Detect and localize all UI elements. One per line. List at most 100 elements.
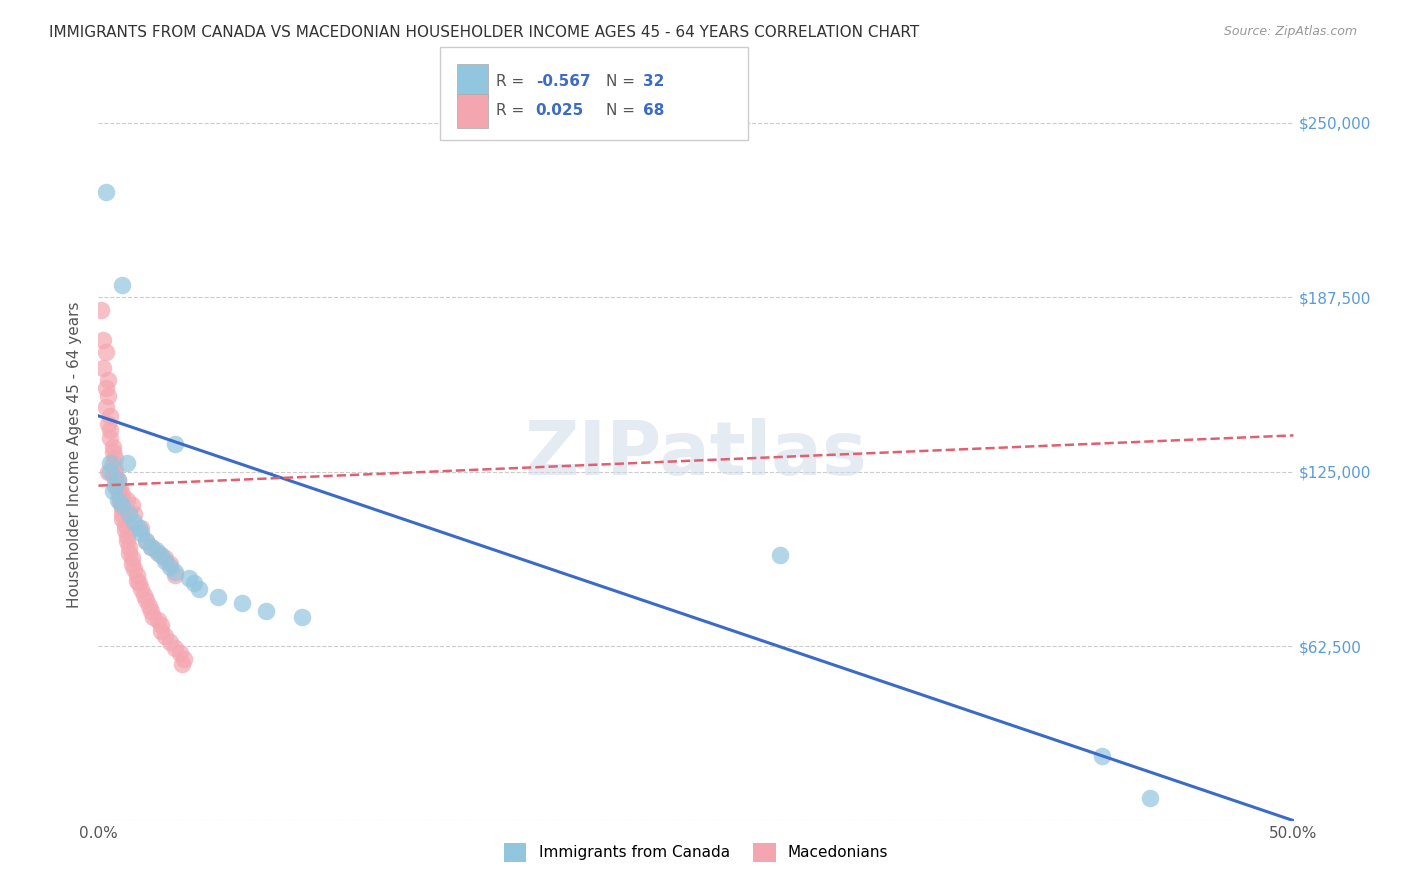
Point: [101, 467, 124, 482]
Point: [115, 492, 138, 507]
Point: [124, 562, 146, 576]
Point: [159, 559, 181, 574]
Point: [149, 624, 172, 638]
Point: [207, 591, 229, 605]
Point: [98, 465, 122, 479]
Point: [149, 549, 172, 563]
Point: [98, 409, 122, 423]
Point: [111, 498, 134, 512]
Point: [101, 484, 124, 499]
Point: [115, 534, 138, 549]
Point: [94, 401, 117, 415]
Point: [115, 529, 138, 543]
Point: [1139, 791, 1161, 805]
Point: [101, 440, 124, 454]
Point: [139, 604, 162, 618]
Point: [124, 507, 146, 521]
Point: [142, 610, 165, 624]
Point: [291, 610, 314, 624]
Point: [169, 646, 191, 660]
Point: [121, 498, 143, 512]
Point: [94, 344, 117, 359]
Point: [111, 277, 134, 292]
Point: [97, 372, 120, 386]
Point: [254, 604, 277, 618]
Legend: Immigrants from Canada, Macedonians: Immigrants from Canada, Macedonians: [498, 837, 894, 868]
Text: -0.567: -0.567: [536, 74, 591, 88]
Point: [104, 467, 127, 482]
Point: [768, 549, 790, 563]
Point: [131, 582, 153, 596]
Point: [104, 473, 127, 487]
Point: [101, 456, 124, 470]
Point: [125, 574, 148, 588]
Point: [135, 534, 157, 549]
Point: [97, 389, 120, 403]
Point: [107, 478, 129, 492]
Point: [163, 568, 186, 582]
Point: [1091, 749, 1114, 764]
Point: [94, 381, 117, 395]
Text: 32: 32: [643, 74, 664, 88]
Point: [91, 361, 114, 376]
Point: [183, 576, 205, 591]
Point: [104, 462, 127, 476]
Text: ZIPatlas: ZIPatlas: [524, 418, 868, 491]
Point: [111, 512, 134, 526]
Point: [90, 302, 112, 317]
Point: [98, 456, 122, 470]
Text: IMMIGRANTS FROM CANADA VS MACEDONIAN HOUSEHOLDER INCOME AGES 45 - 64 YEARS CORRE: IMMIGRANTS FROM CANADA VS MACEDONIAN HOU…: [49, 25, 920, 40]
Point: [121, 557, 143, 571]
Text: N =: N =: [606, 103, 640, 118]
Point: [104, 450, 127, 465]
Point: [155, 551, 177, 566]
Point: [97, 465, 120, 479]
Point: [145, 542, 167, 557]
Point: [98, 423, 122, 437]
Text: Source: ZipAtlas.com: Source: ZipAtlas.com: [1223, 25, 1357, 38]
Text: N =: N =: [606, 74, 640, 88]
Point: [149, 618, 172, 632]
Point: [139, 540, 162, 554]
Point: [91, 334, 114, 348]
Point: [108, 490, 131, 504]
Point: [124, 515, 146, 529]
Point: [128, 520, 150, 534]
Point: [107, 492, 129, 507]
Point: [173, 651, 195, 665]
Point: [148, 546, 170, 560]
Point: [108, 495, 131, 509]
Point: [135, 593, 157, 607]
Point: [101, 445, 124, 459]
Point: [132, 587, 155, 601]
Point: [128, 576, 150, 591]
Point: [159, 635, 181, 649]
Point: [121, 551, 143, 566]
Point: [125, 568, 148, 582]
Point: [115, 456, 138, 470]
Point: [131, 520, 153, 534]
Point: [163, 640, 186, 655]
Point: [111, 487, 134, 501]
Text: R =: R =: [496, 74, 530, 88]
Text: 68: 68: [643, 103, 664, 118]
Point: [118, 546, 141, 560]
Point: [107, 484, 129, 499]
Point: [97, 417, 120, 432]
Point: [231, 596, 253, 610]
Text: R =: R =: [496, 103, 534, 118]
Point: [163, 565, 186, 579]
Point: [108, 482, 131, 496]
Point: [163, 436, 186, 450]
Point: [135, 534, 157, 549]
Point: [155, 629, 177, 643]
Point: [139, 540, 162, 554]
Point: [94, 186, 117, 200]
Y-axis label: Householder Income Ages 45 - 64 years: Householder Income Ages 45 - 64 years: [67, 301, 83, 608]
Point: [111, 500, 134, 515]
Point: [131, 526, 153, 541]
Point: [172, 657, 194, 672]
Point: [118, 507, 141, 521]
Point: [159, 557, 181, 571]
Point: [98, 431, 122, 445]
